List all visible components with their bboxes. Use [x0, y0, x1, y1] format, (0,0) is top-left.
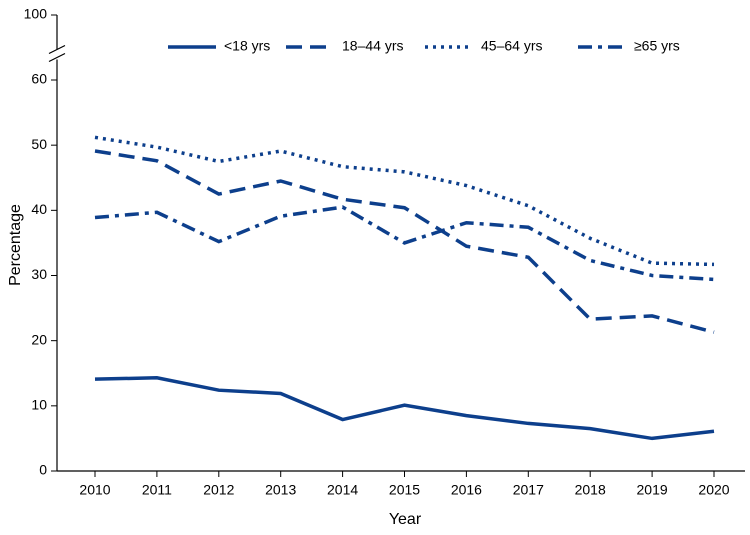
- legend-label: ≥65 yrs: [634, 38, 680, 54]
- x-tick-label: 2017: [513, 482, 544, 498]
- x-tick-label: 2011: [142, 482, 172, 498]
- y-tick-label: 40: [31, 201, 47, 217]
- x-tick-label: 2013: [265, 482, 296, 498]
- y-tick-label: 0: [39, 462, 47, 478]
- x-tick-label: 2014: [327, 482, 358, 498]
- x-tick-label: 2020: [698, 482, 729, 498]
- y-tick-label: 100: [24, 6, 48, 22]
- y-axis-label: Percentage: [7, 204, 24, 286]
- axis-break-mark: [48, 52, 66, 63]
- axis-break-mark: [48, 44, 66, 55]
- x-axis-label: Year: [389, 511, 422, 528]
- x-tick-label: 2012: [203, 482, 234, 498]
- y-tick-label: 60: [31, 71, 47, 87]
- series-line: [94, 205, 715, 282]
- x-tick-label: 2019: [637, 482, 668, 498]
- x-tick-label: 2016: [451, 482, 482, 498]
- series-line: [94, 135, 715, 267]
- axis-break-gap: [47, 49, 67, 60]
- x-tick-label: 2018: [575, 482, 606, 498]
- series-line: [94, 376, 715, 441]
- x-tick-label: 2010: [79, 482, 110, 498]
- y-tick-label: 30: [31, 266, 47, 282]
- y-tick-label: 20: [31, 331, 47, 347]
- x-tick-label: 2015: [389, 482, 420, 498]
- series-line: [94, 149, 715, 334]
- legend-label: <18 yrs: [224, 38, 270, 54]
- legend-label: 45–64 yrs: [481, 38, 542, 54]
- y-tick-label: 10: [31, 397, 47, 413]
- legend-label: 18–44 yrs: [342, 38, 403, 54]
- y-tick-label: 50: [31, 136, 47, 152]
